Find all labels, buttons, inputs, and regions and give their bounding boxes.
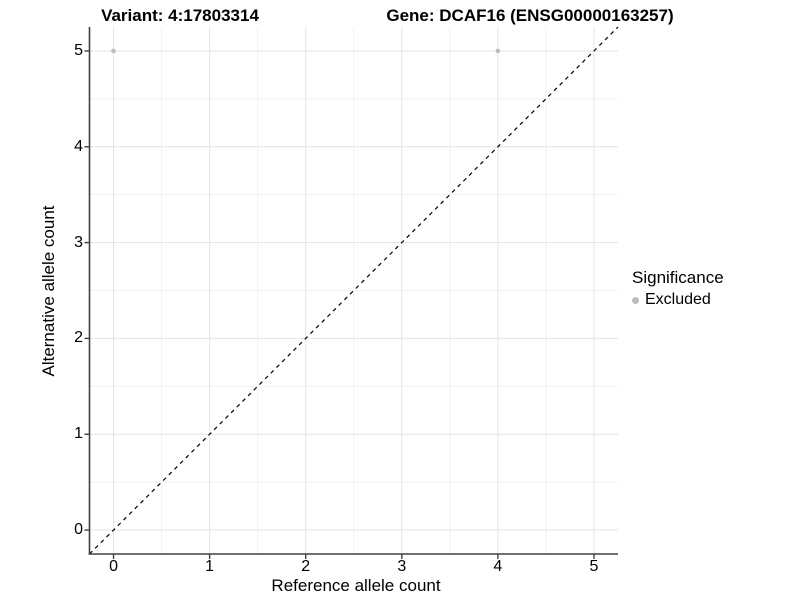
y-axis-title: Alternative allele count <box>39 205 58 377</box>
legend: Significance Excluded <box>632 267 724 310</box>
y-tick-label: 4 <box>74 137 83 155</box>
legend-item-label: Excluded <box>645 291 711 308</box>
legend-title: Significance <box>632 268 724 287</box>
x-tick-label: 4 <box>493 558 503 575</box>
data-point <box>111 48 116 54</box>
legend-item-excluded: Excluded <box>632 290 724 310</box>
x-tick-label: 1 <box>205 558 215 575</box>
y-tick-label: 3 <box>74 233 83 251</box>
x-tick-label: 0 <box>109 558 118 575</box>
x-tick-label: 5 <box>589 558 599 575</box>
y-tick-label: 0 <box>74 521 83 539</box>
y-tick-label: 5 <box>74 41 83 59</box>
y-tick-label: 2 <box>74 329 83 347</box>
y-tick-label: 1 <box>74 425 83 443</box>
plot-title-gene: Gene: DCAF16 (ENSG00000163257) <box>386 6 674 25</box>
x-tick-label: 3 <box>397 558 407 575</box>
x-axis-title: Reference allele count <box>271 576 441 595</box>
legend-key-dot <box>632 296 639 304</box>
x-tick-label: 2 <box>301 558 311 575</box>
plot-title-variant: Variant: 4:17803314 <box>101 6 259 25</box>
data-point <box>495 48 501 54</box>
